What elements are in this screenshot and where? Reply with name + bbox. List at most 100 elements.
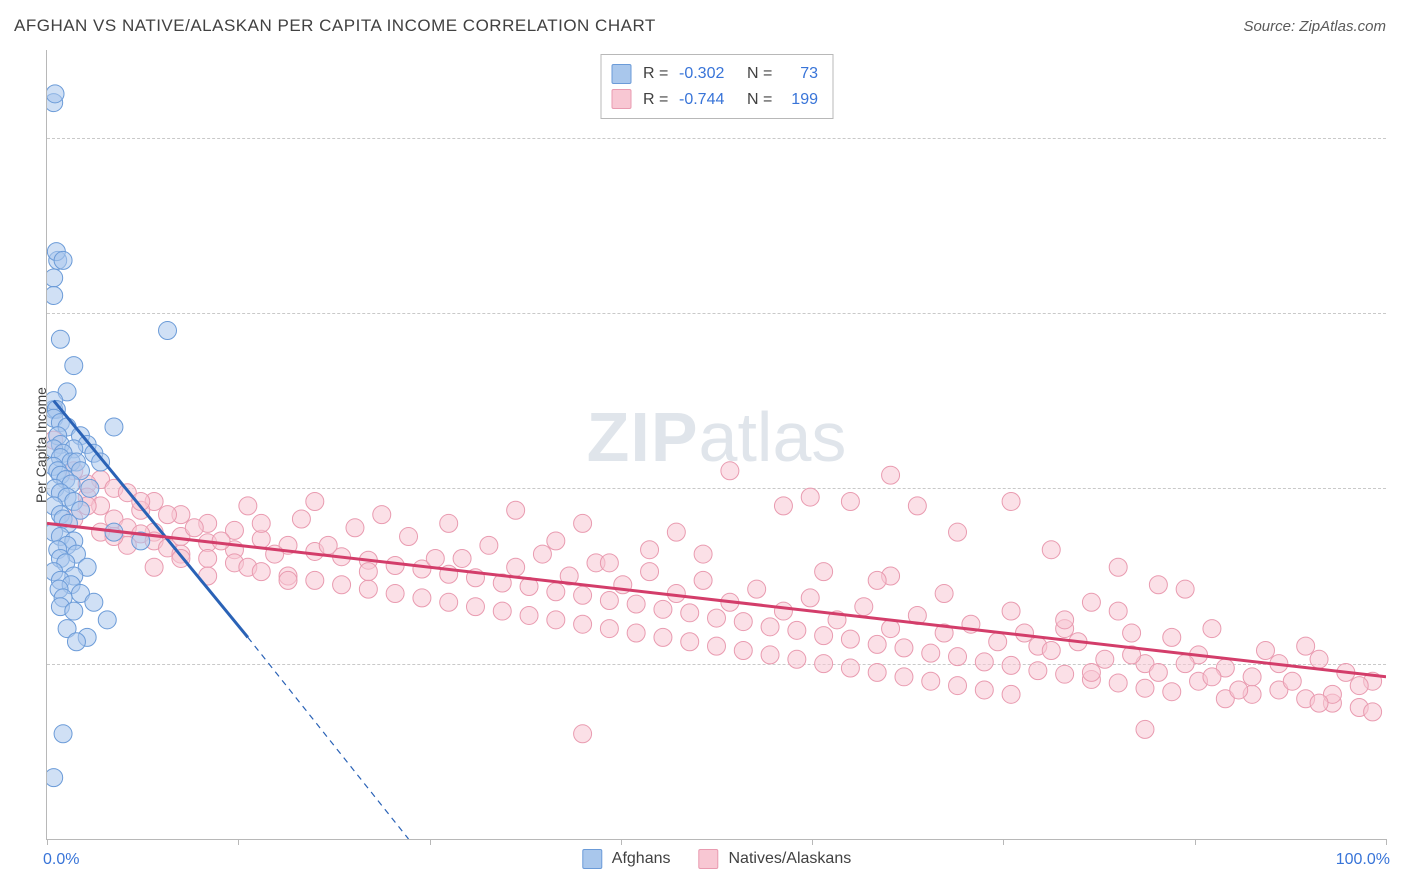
scatter-point — [748, 580, 766, 598]
legend-item-afghans: Afghans — [582, 849, 671, 869]
n-label: N = — [747, 87, 775, 113]
scatter-point — [574, 586, 592, 604]
scatter-point — [681, 604, 699, 622]
scatter-point — [1176, 580, 1194, 598]
scatter-point — [574, 615, 592, 633]
scatter-point — [306, 492, 324, 510]
plot-area: Per Capita Income $20,000$40,000$60,000$… — [46, 50, 1386, 840]
scatter-point — [949, 648, 967, 666]
scatter-point — [1243, 668, 1261, 686]
scatter-point — [54, 725, 72, 743]
scatter-point — [801, 488, 819, 506]
source-attribution: Source: ZipAtlas.com — [1243, 18, 1386, 35]
scatter-point — [627, 624, 645, 642]
scatter-point — [520, 606, 538, 624]
scatter-point — [145, 558, 163, 576]
scatter-point — [654, 628, 672, 646]
scatter-point — [1364, 703, 1382, 721]
swatch-natives-icon — [611, 89, 631, 109]
scatter-point — [252, 530, 270, 548]
scatter-point — [574, 514, 592, 532]
r-value-afghans: -0.302 — [679, 61, 739, 87]
scatter-point — [949, 523, 967, 541]
scatter-point — [507, 501, 525, 519]
scatter-point — [47, 286, 63, 304]
scatter-point — [1310, 694, 1328, 712]
scatter-point — [694, 545, 712, 563]
scatter-point — [708, 637, 726, 655]
scatter-point — [306, 571, 324, 589]
scatter-point — [1042, 541, 1060, 559]
scatter-point — [547, 532, 565, 550]
scatter-point — [641, 541, 659, 559]
scatter-point — [1002, 656, 1020, 674]
scatter-point — [547, 611, 565, 629]
scatter-point — [1230, 681, 1248, 699]
scatter-point — [734, 642, 752, 660]
scatter-point — [1015, 624, 1033, 642]
scatter-point — [1042, 642, 1060, 660]
scatter-point — [667, 523, 685, 541]
scatter-point — [708, 609, 726, 627]
scatter-plot-svg — [47, 50, 1386, 839]
scatter-point — [895, 668, 913, 686]
scatter-point — [480, 536, 498, 554]
scatter-point — [975, 681, 993, 699]
scatter-point — [54, 251, 72, 269]
scatter-point — [453, 549, 471, 567]
scatter-point — [761, 646, 779, 664]
x-tick — [430, 839, 431, 845]
scatter-point — [815, 563, 833, 581]
scatter-point — [788, 621, 806, 639]
scatter-point — [801, 589, 819, 607]
scatter-point — [1123, 624, 1141, 642]
scatter-point — [252, 563, 270, 581]
scatter-point — [1163, 628, 1181, 646]
scatter-point — [51, 330, 69, 348]
scatter-point — [47, 769, 63, 787]
scatter-point — [292, 510, 310, 528]
scatter-point — [935, 585, 953, 603]
bottom-legend: Afghans Natives/Alaskans — [582, 849, 851, 869]
scatter-point — [600, 620, 618, 638]
scatter-point — [841, 630, 859, 648]
scatter-point — [1283, 672, 1301, 690]
legend-label-natives: Natives/Alaskans — [729, 850, 852, 868]
scatter-point — [67, 633, 85, 651]
scatter-point — [882, 466, 900, 484]
scatter-point — [761, 618, 779, 636]
scatter-point — [694, 571, 712, 589]
scatter-point — [533, 545, 551, 563]
scatter-point — [1096, 650, 1114, 668]
scatter-point — [1203, 668, 1221, 686]
scatter-point — [159, 506, 177, 524]
scatter-point — [734, 613, 752, 631]
r-label: R = — [643, 61, 671, 87]
scatter-point — [493, 602, 511, 620]
scatter-point — [1163, 683, 1181, 701]
scatter-point — [681, 633, 699, 651]
scatter-point — [1109, 558, 1127, 576]
stats-row-natives: R = -0.744 N = 199 — [611, 87, 818, 113]
scatter-point — [841, 659, 859, 677]
scatter-point — [574, 725, 592, 743]
scatter-point — [1056, 665, 1074, 683]
scatter-point — [868, 571, 886, 589]
legend-label-afghans: Afghans — [612, 850, 671, 868]
scatter-point — [199, 549, 217, 567]
scatter-point — [400, 528, 418, 546]
scatter-point — [1350, 677, 1368, 695]
scatter-point — [47, 269, 63, 287]
scatter-point — [279, 571, 297, 589]
scatter-point — [868, 663, 886, 681]
scatter-point — [1149, 576, 1167, 594]
scatter-point — [65, 602, 83, 620]
scatter-point — [319, 536, 337, 554]
scatter-point — [641, 563, 659, 581]
r-label: R = — [643, 87, 671, 113]
n-value-afghans: 73 — [783, 61, 818, 87]
scatter-point — [159, 322, 177, 340]
x-min-label: 0.0% — [43, 851, 79, 869]
scatter-point — [547, 583, 565, 601]
x-tick — [1195, 839, 1196, 845]
